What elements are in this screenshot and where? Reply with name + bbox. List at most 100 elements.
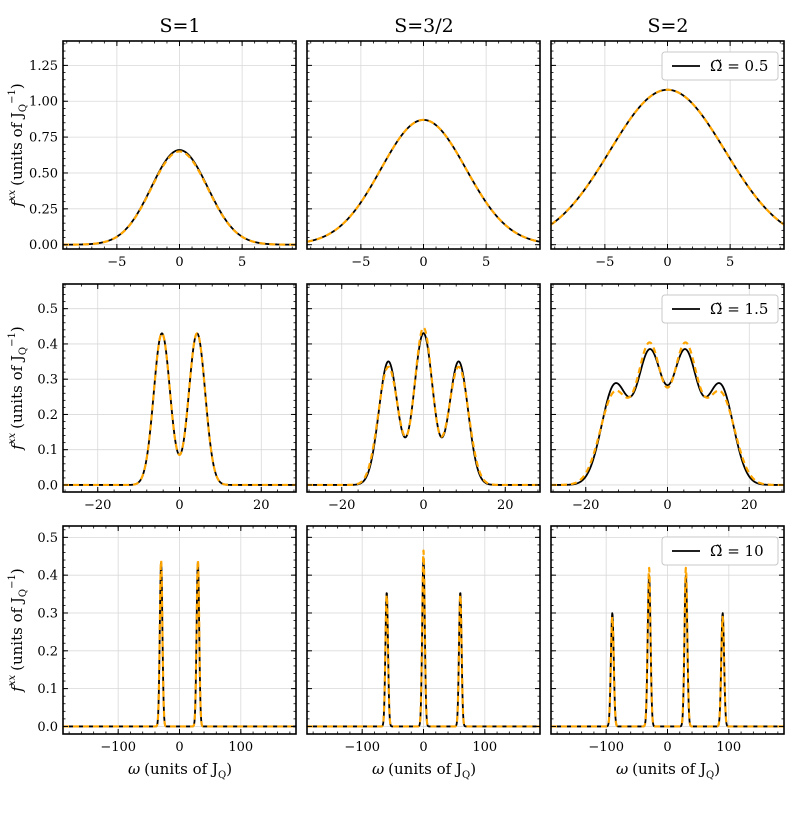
x-tick-label: 5 [482,255,490,270]
x-tick-label: 0 [663,255,671,270]
xlabel-close: ) [714,760,720,778]
xlabel-units: (units of J [632,760,706,778]
ylabel-main: f [8,442,26,451]
y-tick-label: 0.5 [37,531,58,546]
y-tick-label: 0.5 [37,302,58,317]
legend-box [661,536,779,566]
series-line-exact [551,348,784,486]
panel-r3-c2: −100 0 100 [306,525,541,755]
xlabel-sub: Q [706,770,714,781]
y-tick-label: 0.3 [37,606,58,621]
x-tick-label: 100 [228,740,253,755]
ylabel-units: (units of J [8,355,26,429]
y-tick-label: 0.0 [37,478,58,493]
series-line-approx [307,549,540,728]
x-tick-label: −5 [595,255,614,270]
legend-label: Ω̃ = 0.5 [710,57,768,75]
ylabel-units: (units of J [8,597,26,671]
xlabel-sub: Q [218,770,226,781]
panel-r2-c2: −20 0 20 [306,283,541,513]
xlabel-main: ω [128,760,140,778]
x-tick-label: 0 [175,740,183,755]
series-line-exact [63,149,296,246]
panel-r1-c2: −5 0 5 [306,40,541,270]
x-axis-label-col-1: ω (units of JQ) [128,760,232,781]
x-tick-label: 5 [726,255,734,270]
y-tick-label: 0.2 [37,644,58,659]
series-line-exact [307,332,540,486]
panel-r2-c3: −20 0 20 Ω̃ = 1.5 [550,283,785,513]
panel-grid: −5 0 50.000.250.500.751.001.25−5 0 5 −5 0 5Ω̃ =… [29,40,785,755]
y-tick-label: 1.25 [29,59,58,74]
legend-box [661,51,779,81]
x-tick-label: 20 [497,498,514,513]
xlabel-units: (units of J [388,760,462,778]
y-tick-label: 0.75 [29,131,58,146]
x-tick-label: −100 [100,740,136,755]
y-axis-label-row-1: fxx (units of JQ−1) [7,83,29,207]
ylabel-close: ) [8,326,26,332]
xlabel-sub: Q [462,770,470,781]
x-axis-label-col-2: ω (units of JQ) [372,760,476,781]
y-axis-label-row-3: fxx (units of JQ−1) [7,568,29,692]
y-tick-label: 0.50 [29,166,58,181]
y-tick-label: 0.3 [37,373,58,388]
xlabel-main: ω [616,760,628,778]
ylabel-units: (units of J [8,112,26,186]
y-axis-label-row-2: fxx (units of JQ−1) [7,326,29,450]
legend: Ω̃ = 1.5 [661,294,779,324]
series-line-approx [551,566,784,728]
xlabel-main: ω [372,760,384,778]
ylabel-sup: xx [7,675,18,687]
ylabel-main: f [8,199,26,208]
series-line-approx [307,118,540,243]
series-line-approx [63,559,296,728]
column-title-s3-2: S=3/2 [394,15,454,37]
y-tick-label: 1.00 [29,95,58,110]
y-tick-label: 0.25 [29,202,58,217]
x-axis-label-col-3: ω (units of JQ) [616,760,720,781]
ylabel-sub: Q [18,589,29,597]
x-tick-label: 0 [419,255,427,270]
column-title-s1: S=1 [159,15,200,37]
ylabel-sub: Q [18,104,29,112]
legend-label: Ω̃ = 10 [710,542,764,560]
legend-box [661,294,779,324]
legend: Ω̃ = 0.5 [661,51,779,81]
y-tick-label: 0.1 [37,443,58,458]
x-tick-label: 0 [663,498,671,513]
x-tick-label: −5 [351,255,370,270]
legend-label: Ω̃ = 1.5 [710,300,768,318]
ylabel-close: ) [8,83,26,89]
x-tick-label: −20 [328,498,355,513]
x-tick-label: −5 [107,255,126,270]
x-tick-label: 20 [253,498,270,513]
series-line-approx [551,341,784,487]
x-tick-label: 20 [741,498,758,513]
ylabel-sub: Q [18,347,29,355]
x-tick-label: 0 [175,498,183,513]
y-tick-label: 0.00 [29,238,58,253]
y-tick-label: 0.0 [37,720,58,735]
column-title-s2: S=2 [647,15,688,37]
y-tick-label: 0.2 [37,408,58,423]
panel-r1-c3: −5 0 5 Ω̃ = 0.5 [550,40,785,270]
ylabel-sup: xx [7,433,18,445]
panel-r2-c1: −20 0 20 0.0 0.1 0.2 0.3 0.4 0.5 [37,283,297,513]
x-tick-label: 0 [419,498,427,513]
ylabel-pow: −1 [7,332,18,347]
ylabel-sup: xx [7,190,18,202]
x-tick-label: −100 [588,740,624,755]
x-tick-label: −20 [84,498,111,513]
ylabel-pow: −1 [7,574,18,589]
x-tick-label: 100 [472,740,497,755]
x-tick-label: −100 [344,740,380,755]
panel-r1-c1: −5 0 5 0.00 0.25 0.50 0.75 1.00 1.25 [29,40,297,270]
ylabel-main: f [8,684,26,693]
y-tick-label: 0.1 [37,682,58,697]
x-tick-label: 5 [238,255,246,270]
x-tick-label: 100 [716,740,741,755]
series-line-approx [551,88,784,226]
legend: Ω̃ = 10 [661,536,779,566]
x-tick-label: 0 [419,740,427,755]
